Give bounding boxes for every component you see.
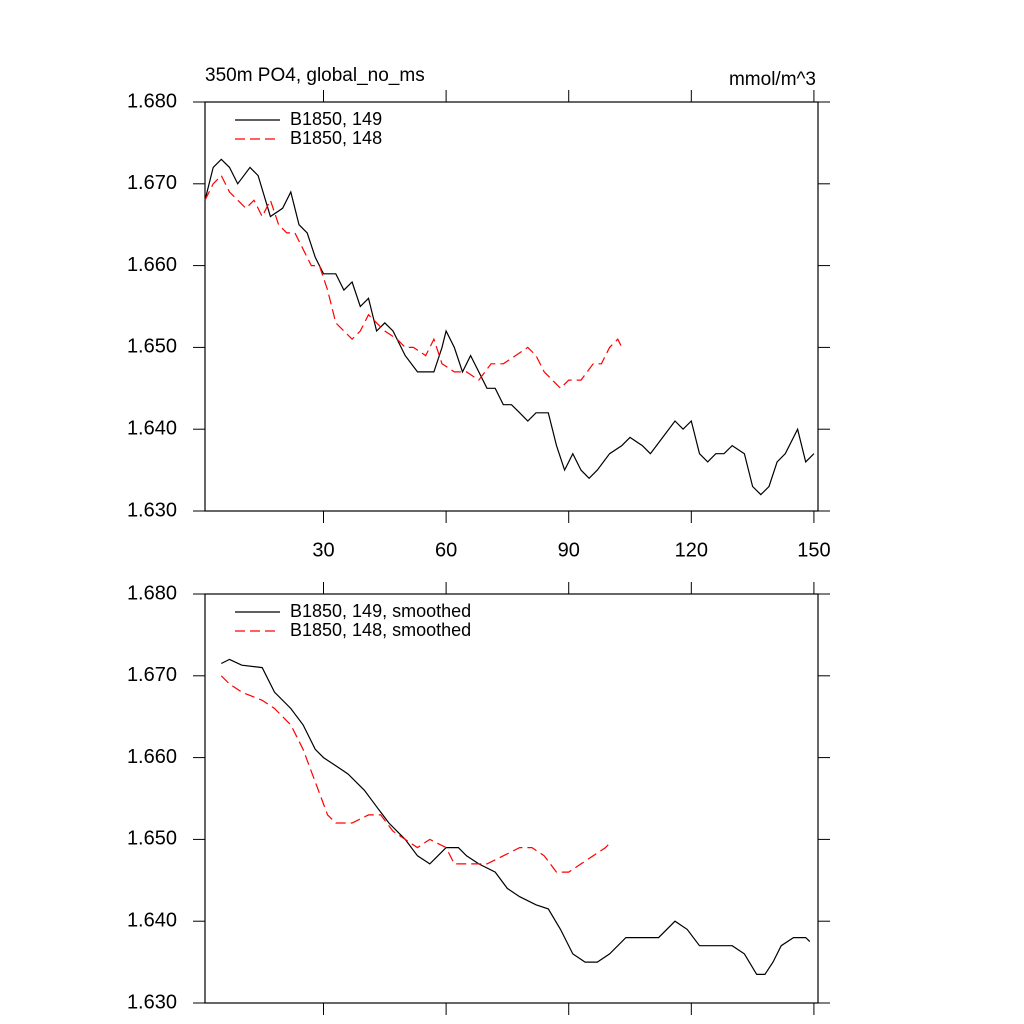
- legend-label: B1850, 149, smoothed: [290, 601, 471, 621]
- plot-frame: [204, 593, 819, 1004]
- y-tick-label: 1.680: [127, 90, 177, 112]
- y-tick-label: 1.650: [127, 828, 177, 850]
- y-tick-label: 1.660: [127, 254, 177, 276]
- series-line: [220, 675, 611, 873]
- y-tick-label: 1.670: [127, 664, 177, 686]
- legend-label: B1850, 149: [290, 109, 382, 129]
- y-units: mmol/m^3: [729, 69, 816, 90]
- x-tick-label: 90: [558, 539, 580, 561]
- y-tick-label: 1.660: [127, 746, 177, 768]
- x-tick-label: 120: [675, 539, 708, 561]
- x-tick-label: 150: [797, 539, 830, 561]
- series-line: [221, 658, 811, 975]
- y-tick-label: 1.680: [127, 582, 177, 604]
- y-tick-label: 1.630: [127, 499, 177, 521]
- y-tick-label: 1.670: [127, 172, 177, 194]
- y-tick-label: 1.640: [127, 417, 177, 439]
- series-line: [204, 174, 623, 390]
- y-tick-label: 1.650: [127, 336, 177, 358]
- legend-label: B1850, 148, smoothed: [290, 620, 471, 640]
- y-tick-label: 1.640: [127, 909, 177, 931]
- x-tick-label: 30: [312, 539, 334, 561]
- plot-frame: [204, 101, 819, 512]
- chart-title: 350m PO4, global_no_ms: [205, 65, 425, 86]
- series-line: [204, 158, 815, 496]
- y-tick-label: 1.630: [127, 991, 177, 1013]
- legend-label: B1850, 148: [290, 128, 382, 148]
- x-tick-label: 60: [435, 539, 457, 561]
